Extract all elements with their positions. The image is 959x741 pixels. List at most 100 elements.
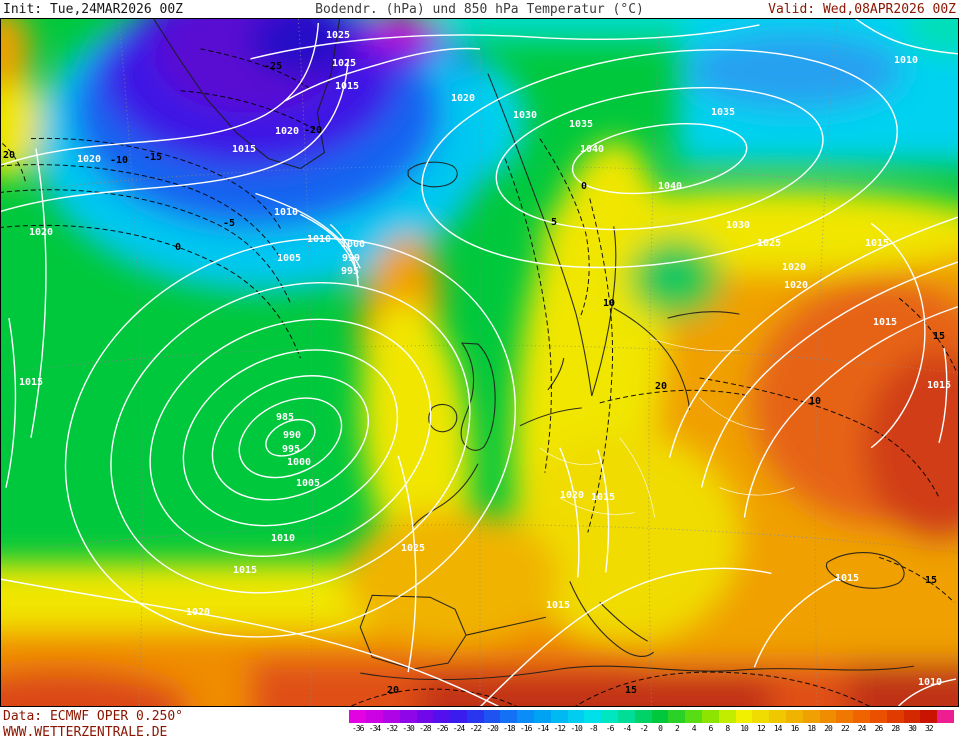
legend-entry: -4 xyxy=(618,710,635,733)
legend-entry: -26 xyxy=(433,710,451,733)
legend-entry: -18 xyxy=(500,710,518,733)
legend-swatch xyxy=(752,710,770,723)
legend-swatch xyxy=(802,710,820,723)
legend-value: -18 xyxy=(503,724,515,733)
legend-entry: 6 xyxy=(702,710,719,733)
legend-entry: 28 xyxy=(886,710,904,733)
legend-entry: -32 xyxy=(382,710,400,733)
legend-value: 2 xyxy=(674,724,680,733)
legend-entry: 22 xyxy=(836,710,854,733)
isobars xyxy=(1,19,958,706)
legend-entry: -24 xyxy=(450,710,467,733)
temperature-legend: -36 -34 -32 -30 xyxy=(349,710,954,733)
legend-value: 4 xyxy=(691,724,697,733)
legend-swatch xyxy=(836,710,854,723)
legend-swatch xyxy=(634,710,652,723)
init-time: Init: Tue,24MAR2026 00Z xyxy=(3,1,184,17)
website-label: WWW.WETTERZENTRALE.DE xyxy=(3,724,168,740)
legend-swatch xyxy=(550,710,568,723)
legend-swatch xyxy=(853,710,871,723)
legend-value: 20 xyxy=(824,724,833,733)
legend-entry: -10 xyxy=(567,710,585,733)
legend-entry xyxy=(937,710,954,733)
valid-time: Valid: Wed,08APR2026 00Z xyxy=(768,1,956,17)
legend-entry: -6 xyxy=(601,710,619,733)
legend-entry: -14 xyxy=(534,710,551,733)
legend-entry: -16 xyxy=(517,710,535,733)
legend-value: -34 xyxy=(368,724,381,733)
legend-entry: 0 xyxy=(651,710,669,733)
legend-entry: 20 xyxy=(819,710,837,733)
legend-value: 16 xyxy=(790,724,800,733)
legend-entry: -30 xyxy=(399,710,417,733)
legend-swatch xyxy=(433,710,451,723)
legend-entry: 14 xyxy=(769,710,787,733)
legend-entry: -2 xyxy=(634,710,652,733)
legend-entry: -8 xyxy=(584,710,602,733)
legend-swatch xyxy=(416,710,434,723)
legend-swatch xyxy=(618,710,635,723)
legend-entry: 30 xyxy=(903,710,921,733)
legend-swatch xyxy=(702,710,719,723)
legend-swatch xyxy=(685,710,703,723)
legend-swatch xyxy=(584,710,602,723)
legend-entry: 18 xyxy=(802,710,820,733)
legend-swatch xyxy=(718,710,736,723)
legend-swatch xyxy=(382,710,400,723)
legend-swatch xyxy=(920,710,938,723)
legend-swatch xyxy=(483,710,501,723)
legend-entry: 8 xyxy=(718,710,736,733)
legend-value: 6 xyxy=(708,724,714,733)
legend-value: -20 xyxy=(486,724,498,733)
legend-swatch xyxy=(534,710,551,723)
legend-entry: -20 xyxy=(483,710,501,733)
legend-value: 32 xyxy=(924,724,934,733)
legend-value: 14 xyxy=(773,724,783,733)
map-footer: Data: ECMWF OPER 0.250° WWW.WETTERZENTRA… xyxy=(0,707,959,741)
legend-value: -8 xyxy=(589,724,598,733)
legend-value: -28 xyxy=(419,724,431,733)
legend-entry: -12 xyxy=(550,710,568,733)
legend-swatch xyxy=(819,710,837,723)
legend-swatch xyxy=(517,710,535,723)
graticule xyxy=(1,19,958,706)
legend-value: -22 xyxy=(469,724,482,733)
legend-value: -4 xyxy=(622,724,632,733)
legend-value: -6 xyxy=(605,724,615,733)
legend-entry: -28 xyxy=(416,710,434,733)
legend-value: 26 xyxy=(874,724,884,733)
legend-value: 18 xyxy=(807,724,816,733)
legend-value: -16 xyxy=(519,724,532,733)
map-title: Bodendr. (hPa) und 850 hPa Temperatur (°… xyxy=(315,1,644,17)
legend-value: 8 xyxy=(725,724,730,733)
legend-entry: 32 xyxy=(920,710,938,733)
legend-value: 30 xyxy=(908,724,917,733)
legend-entry: 12 xyxy=(752,710,770,733)
temperature-field-map xyxy=(1,19,958,706)
legend-swatch xyxy=(903,710,921,723)
legend-swatch xyxy=(668,710,686,723)
temperature-contours xyxy=(1,48,958,706)
credits: Data: ECMWF OPER 0.250° WWW.WETTERZENTRA… xyxy=(3,709,183,740)
legend-value: -14 xyxy=(536,724,549,733)
legend-value: 22 xyxy=(841,724,850,733)
legend-entry: 10 xyxy=(735,710,753,733)
legend-swatch xyxy=(786,710,803,723)
legend-entry: 26 xyxy=(870,710,887,733)
legend-value: -10 xyxy=(570,724,582,733)
legend-value: -32 xyxy=(385,724,398,733)
legend-entry: -22 xyxy=(466,710,484,733)
legend-entry: -34 xyxy=(366,710,383,733)
weather-map: 1025 1025 1015 1020 1015 1020 1020 1030 1035 1040… xyxy=(0,18,959,707)
legend-swatch xyxy=(349,710,367,723)
legend-value: 0 xyxy=(658,724,663,733)
legend-value: 12 xyxy=(757,724,766,733)
coastlines xyxy=(153,19,915,681)
legend-swatch xyxy=(886,710,904,723)
legend-swatch xyxy=(937,710,954,723)
legend-swatch xyxy=(466,710,484,723)
country-borders xyxy=(539,337,795,518)
legend-value: -30 xyxy=(402,724,414,733)
legend-value: -36 xyxy=(351,724,364,733)
